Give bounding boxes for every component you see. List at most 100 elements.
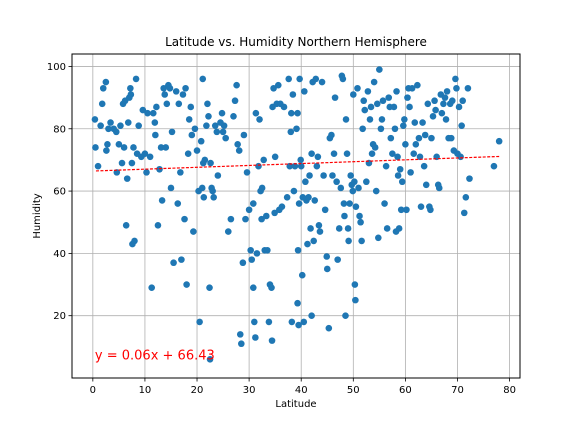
x-tick-label: 40 xyxy=(295,385,308,396)
data-point xyxy=(268,337,276,344)
data-point xyxy=(204,100,211,108)
data-point xyxy=(105,125,112,133)
data-point xyxy=(296,75,303,83)
data-point xyxy=(462,194,470,201)
data-point xyxy=(271,209,278,217)
data-point xyxy=(350,91,357,98)
data-point xyxy=(289,91,297,98)
data-point xyxy=(230,113,237,120)
x-tick-label: 60 xyxy=(399,385,412,396)
data-point xyxy=(343,150,351,157)
data-point xyxy=(403,206,410,214)
data-point xyxy=(402,141,409,148)
data-point xyxy=(294,246,302,254)
data-point xyxy=(366,116,374,123)
data-point xyxy=(357,218,364,226)
data-point xyxy=(377,125,385,133)
y-axis-label: Humidity xyxy=(32,193,43,238)
data-point xyxy=(440,100,447,108)
data-point xyxy=(146,153,154,161)
data-point xyxy=(205,113,212,120)
data-point xyxy=(248,256,256,263)
data-point xyxy=(395,225,403,232)
data-point xyxy=(162,144,170,151)
data-point xyxy=(295,200,303,207)
data-point xyxy=(238,340,245,348)
data-point xyxy=(383,225,391,232)
data-point xyxy=(210,194,217,201)
y-tick-label: 80 xyxy=(53,124,66,135)
data-point xyxy=(458,122,465,129)
data-point xyxy=(183,281,190,288)
data-point xyxy=(363,178,370,186)
data-point xyxy=(364,88,372,95)
data-point xyxy=(382,162,390,170)
data-point xyxy=(213,128,221,136)
data-point xyxy=(448,97,456,105)
data-point xyxy=(490,162,498,170)
data-point xyxy=(255,162,262,170)
data-point xyxy=(367,103,375,111)
x-tick-label: 70 xyxy=(451,385,464,396)
y-tick-label: 20 xyxy=(53,311,66,322)
data-point xyxy=(179,91,187,98)
data-point xyxy=(447,134,455,142)
data-point xyxy=(251,318,258,326)
data-point xyxy=(457,153,464,161)
data-point xyxy=(252,109,260,117)
data-point xyxy=(94,162,102,170)
data-point xyxy=(242,215,249,223)
data-point xyxy=(239,259,247,267)
data-point xyxy=(219,128,227,136)
plot-frame xyxy=(71,53,521,379)
data-point xyxy=(438,109,446,117)
data-point xyxy=(411,119,419,126)
data-point xyxy=(320,172,327,179)
x-tick-label: 80 xyxy=(503,385,516,396)
data-point xyxy=(149,109,157,117)
x-axis-label: Latitude xyxy=(275,399,316,410)
data-point xyxy=(154,222,162,229)
data-point xyxy=(123,175,131,182)
data-point xyxy=(306,172,313,179)
data-point xyxy=(375,234,382,242)
data-point xyxy=(231,97,239,105)
data-point xyxy=(358,237,365,245)
data-point xyxy=(344,225,352,232)
data-point xyxy=(379,97,387,105)
data-point xyxy=(201,156,209,164)
data-point xyxy=(352,203,360,210)
data-point xyxy=(342,312,349,319)
data-point xyxy=(144,109,151,117)
data-point xyxy=(355,184,362,192)
data-point xyxy=(203,122,210,129)
data-point xyxy=(459,97,466,105)
data-point xyxy=(264,246,271,254)
data-point xyxy=(453,84,460,92)
x-tick-label: 30 xyxy=(243,385,256,396)
data-point xyxy=(429,113,437,120)
data-point xyxy=(297,156,304,164)
data-point xyxy=(224,228,232,235)
data-point xyxy=(243,169,251,176)
data-point xyxy=(389,150,396,157)
data-point xyxy=(420,162,428,170)
data-point xyxy=(421,131,429,139)
data-point xyxy=(283,194,291,201)
data-point xyxy=(391,125,399,133)
data-point xyxy=(206,356,214,363)
data-point xyxy=(416,153,424,161)
data-point xyxy=(394,153,401,161)
data-point xyxy=(178,256,185,263)
data-point xyxy=(98,100,106,108)
data-point xyxy=(321,206,329,214)
data-point xyxy=(466,175,473,182)
data-point xyxy=(455,103,463,111)
data-point xyxy=(198,184,206,192)
y-axis-ticks: 20 40 60 80 100 xyxy=(47,62,72,322)
data-point xyxy=(291,162,299,170)
data-point xyxy=(220,122,228,129)
data-point xyxy=(252,334,259,341)
data-point xyxy=(193,147,201,154)
data-point xyxy=(318,78,326,86)
